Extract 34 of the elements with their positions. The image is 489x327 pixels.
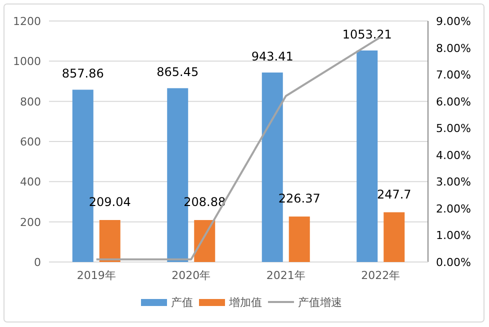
- data-label: 857.86: [62, 66, 104, 81]
- y2-tick-label: 7.00%: [436, 68, 471, 82]
- y2-tick-label: 0.00%: [436, 256, 471, 269]
- y-tick-label: 1000: [13, 55, 41, 68]
- data-label: 247.7: [376, 187, 412, 202]
- y2-tick-label: 5.00%: [436, 122, 471, 136]
- x-tick-label: 2020年: [172, 269, 211, 282]
- bar: [99, 220, 120, 262]
- y2-tick-label: 4.00%: [436, 148, 471, 162]
- y2-tick-label: 6.00%: [436, 95, 471, 108]
- legend-label: 产值增速: [298, 296, 342, 309]
- bar: [356, 50, 378, 262]
- y2-tick-label: 8.00%: [436, 42, 471, 55]
- x-tick-label: 2021年: [266, 269, 306, 282]
- y-tick-label: 1200: [13, 15, 41, 28]
- bar: [384, 212, 405, 262]
- legend-label: 增加值: [228, 296, 262, 309]
- y2-tick-label: 3.00%: [436, 176, 471, 189]
- y2-tick-label: 2.00%: [436, 202, 471, 216]
- y2-tick-label: 9.00%: [436, 15, 471, 28]
- data-label: 943.41: [251, 50, 294, 64]
- legend-label: 产值: [171, 296, 193, 309]
- y-tick-label: 400: [20, 176, 41, 189]
- y2-tick-label: 1.00%: [436, 229, 471, 242]
- y-tick-label: 0: [34, 256, 41, 269]
- y-tick-label: 600: [20, 136, 41, 148]
- x-tick-label: 2019年: [76, 269, 116, 282]
- bar: [194, 220, 216, 262]
- data-label: 865.45: [156, 65, 199, 80]
- data-label: 1053.21: [342, 27, 392, 42]
- y-tick-label: 800: [20, 95, 41, 108]
- y-tick-label: 200: [20, 216, 41, 229]
- bar: [288, 216, 310, 262]
- x-tick-label: 2022年: [361, 269, 400, 282]
